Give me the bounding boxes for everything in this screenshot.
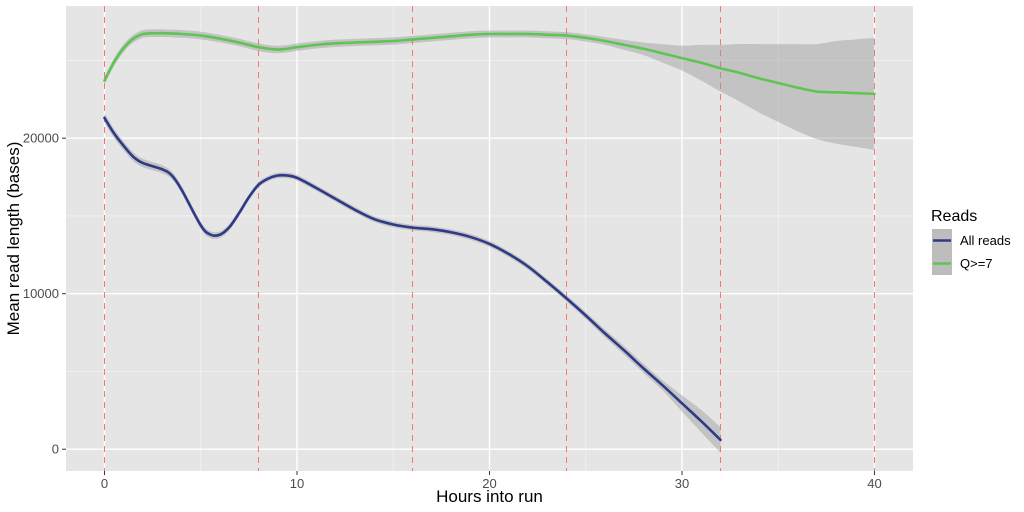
reference-lines <box>104 6 875 471</box>
x-tick-label: 10 <box>290 476 304 491</box>
series-line-q7 <box>103 31 876 96</box>
x-tick-label: 40 <box>867 476 881 491</box>
series-lines <box>103 31 876 442</box>
series-line-all-reads <box>103 116 722 442</box>
y-axis: 0 10000 20000 <box>23 131 66 457</box>
legend: Reads All reads Q>=7 <box>931 208 1011 275</box>
x-axis-title: Hours into run <box>436 487 543 506</box>
x-tick-label: 0 <box>101 476 108 491</box>
y-tick-label: 20000 <box>23 131 59 146</box>
y-tick-label: 10000 <box>23 286 59 301</box>
legend-label: All reads <box>960 233 1011 248</box>
x-tick-label: 20 <box>482 476 496 491</box>
x-axis: 0 10 20 30 40 <box>101 471 882 491</box>
y-tick-label: 0 <box>52 442 59 457</box>
x-tick-label: 30 <box>675 476 689 491</box>
y-axis-title: Mean read length (bases) <box>4 142 23 336</box>
legend-title: Reads <box>931 208 977 225</box>
legend-label: Q>=7 <box>960 256 993 271</box>
